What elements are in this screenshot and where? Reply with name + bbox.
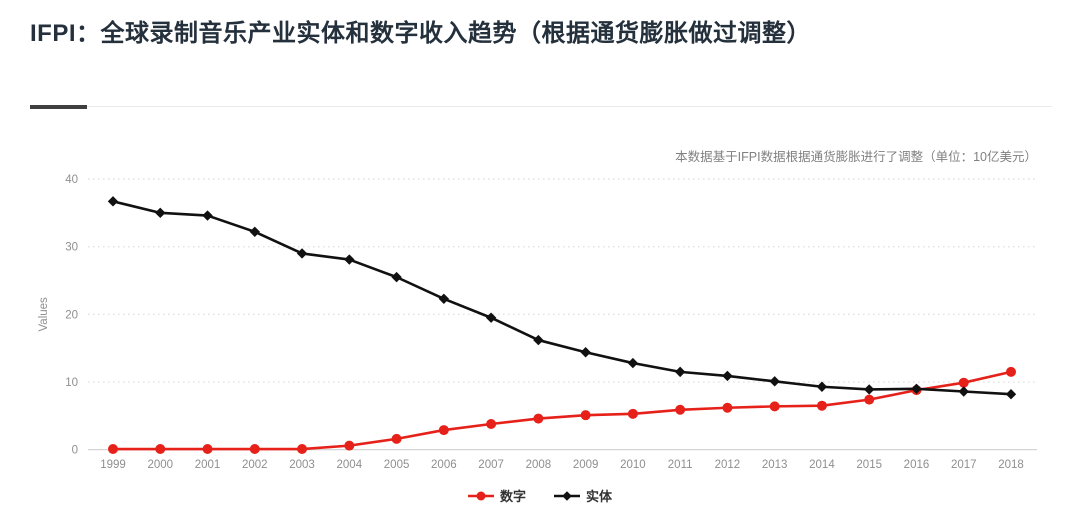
data-point-digital (627, 408, 638, 419)
data-point-digital (958, 377, 969, 388)
x-tick-label: 2001 (195, 459, 221, 471)
x-tick-label: 2005 (384, 459, 410, 471)
data-point-physical (344, 254, 355, 265)
data-point-physical (958, 386, 969, 397)
chart-canvas: 本数据基于IFPI数据根据通货膨胀进行了调整（单位：10亿美元） 0 10 20 30 4… (38, 149, 1037, 471)
x-tick-label: 2011 (668, 459, 693, 471)
data-point-digital (391, 433, 402, 444)
data-point-digital (249, 444, 260, 455)
chart-legend: 数字 实体 (0, 486, 1080, 505)
data-point-digital (864, 394, 875, 405)
data-point-physical (391, 271, 402, 283)
y-tick-label: 0 (72, 445, 78, 457)
data-point-physical (722, 370, 733, 382)
x-tick-label: 2007 (478, 459, 504, 471)
legend-item-digital[interactable]: 数字 (467, 486, 526, 505)
x-tick-label: 2013 (762, 459, 788, 471)
line-chart: 本数据基于IFPI数据根据通货膨胀进行了调整（单位：10亿美元） 0 10 20 30 4… (0, 130, 1080, 532)
data-point-physical (107, 196, 119, 207)
digital-legend-marker-icon (467, 491, 494, 500)
x-tick-label: 2010 (620, 459, 646, 471)
series-line-physical (111, 200, 1013, 396)
data-point-physical (674, 366, 686, 378)
x-tick-label: 2002 (242, 459, 268, 471)
title-divider (30, 104, 1052, 109)
x-tick-label: 1999 (100, 459, 126, 471)
data-point-physical (816, 381, 828, 392)
data-point-digital (675, 404, 686, 415)
data-point-physical (580, 347, 591, 358)
x-tick-label: 2003 (289, 459, 315, 471)
data-point-physical (533, 334, 544, 346)
data-point-physical (485, 312, 497, 323)
data-point-physical (155, 207, 166, 219)
data-point-digital (816, 400, 827, 411)
y-tick-label: 30 (65, 242, 78, 254)
x-tick-label: 2014 (809, 459, 835, 471)
y-tick-label: 40 (65, 174, 78, 186)
data-point-physical (202, 210, 213, 221)
data-point-physical (864, 384, 875, 395)
data-point-digital (344, 440, 355, 451)
x-tick-label: 2000 (147, 459, 173, 471)
legend-label-digital: 数字 (499, 489, 526, 504)
x-tick-label: 2009 (573, 459, 599, 471)
x-tick-label: 2006 (431, 459, 457, 471)
data-point-digital (486, 418, 497, 429)
series-line-digital (111, 370, 1013, 451)
x-tick-label: 2017 (951, 459, 977, 471)
x-tick-label: 2012 (715, 459, 741, 471)
data-point-digital (1006, 366, 1016, 377)
data-point-digital (155, 444, 166, 455)
data-point-digital (769, 401, 780, 412)
y-tick-label: 10 (65, 377, 78, 389)
data-point-digital (108, 444, 118, 455)
page-title: IFPI：全球录制音乐产业实体和数字收入趋势（根据通货膨胀做过调整） (30, 20, 812, 47)
data-point-digital (533, 413, 544, 424)
data-point-physical (296, 248, 308, 259)
x-tick-label: 2015 (856, 459, 882, 471)
divider-accent (30, 104, 87, 109)
physical-legend-marker-icon (554, 490, 580, 501)
x-tick-label: 2016 (904, 459, 930, 471)
x-tick-label: 2018 (998, 459, 1024, 471)
data-point-digital (297, 444, 308, 455)
data-point-physical (911, 383, 922, 394)
legend-label-physical: 实体 (586, 489, 613, 504)
data-point-physical (627, 357, 639, 369)
y-axis-title: Values (38, 297, 50, 332)
data-point-physical (249, 226, 260, 237)
data-point-digital (202, 444, 213, 455)
data-point-physical (438, 293, 450, 304)
data-point-physical (769, 376, 780, 387)
x-tick-label: 2008 (526, 459, 552, 471)
data-point-physical (1005, 389, 1017, 400)
y-tick-label: 20 (65, 309, 78, 321)
data-point-digital (580, 410, 591, 421)
data-point-digital (438, 425, 449, 436)
chart-annotation: 本数据基于IFPI数据根据通货膨胀进行了调整（单位：10亿美元） (675, 149, 1037, 164)
data-point-digital (722, 402, 733, 413)
legend-item-physical[interactable]: 实体 (554, 486, 612, 505)
x-tick-label: 2004 (337, 459, 363, 471)
